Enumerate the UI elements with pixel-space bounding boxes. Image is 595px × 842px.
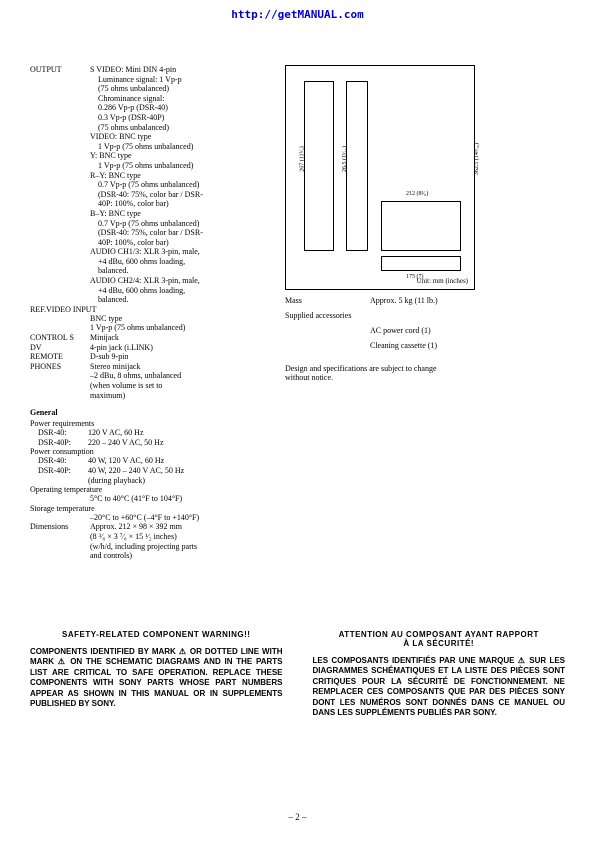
optemp-label: Operating temperature [30, 485, 280, 494]
pwrreq-label: Power requirements [30, 419, 280, 428]
by-title: B–Y: BNC type [90, 209, 280, 219]
svideo-chr4: (75 ohms unbalanced) [90, 123, 280, 133]
pwrcon-1l: DSR-40: [38, 456, 88, 466]
a24-1: +4 dBu, 600 ohms loading, [90, 286, 280, 296]
ry-1: 0.7 Vp-p (75 ohms unbalanced) [90, 180, 280, 190]
ry-title: R–Y: BNC type [90, 171, 280, 181]
diagram-top-view [381, 201, 461, 251]
phones-3: (when volume is set to [90, 381, 280, 391]
by-1: 0.7 Vp-p (75 ohms unbalanced) [90, 219, 280, 229]
disclaimer-1: Design and specifications are subject to… [285, 364, 520, 373]
a24-title: AUDIO CH2/4: XLR 3-pin, male, [90, 276, 280, 286]
phones-2: –2 dBu, 8 ohms, unbalanced [90, 371, 280, 381]
pwrcon-1v: 40 W, 120 V AC, 60 Hz [88, 456, 164, 466]
diagram-side-view [346, 81, 368, 251]
svideo-lum1: Luminance signal: 1 Vp-p [90, 75, 280, 85]
dim-h1: 212 (8³⁄₈) [406, 191, 428, 197]
svideo-chr3: 0.3 Vp-p (DSR-40P) [90, 113, 280, 123]
by-2: (DSR-40: 75%, color bar / DSR- [90, 228, 280, 238]
sttemp-label: Storage temperature [30, 504, 280, 513]
svideo-chr2: 0.286 Vp-p (DSR-40) [90, 103, 280, 113]
dim-4: and controls) [90, 551, 280, 561]
controls-label: CONTROL S [30, 333, 90, 343]
disclaimer-2: without notice. [285, 373, 520, 382]
dim-v2: 26.5 (1¹⁄₁₆) [342, 146, 348, 172]
refvid-label: REF.VIDEO INPUT [30, 305, 280, 314]
dv-label: DV [30, 343, 90, 353]
diagram-front-view [304, 81, 334, 251]
pwrreq-1l: DSR-40: [38, 428, 88, 438]
output-label: OUTPUT [30, 65, 90, 305]
dim-3: (w/h/d, including projecting parts [90, 542, 280, 552]
supplied-2: Cleaning cassette (1) [370, 341, 437, 350]
ry-2: (DSR-40: 75%, color bar / DSR- [90, 190, 280, 200]
a13-1: +4 dBu, 600 ohms loading, [90, 257, 280, 267]
warn-fr-body: LES COMPOSANTS IDENTIFIÉS PAR UNE MARQUE… [313, 656, 566, 718]
dimensions-diagram: 267 (11⁵⁄₈) 26.5 (1¹⁄₁₆) 362.5 (14⁵⁄₁₆) … [285, 65, 475, 290]
warnings-row: SAFETY-RELATED COMPONENT WARNING!! COMPO… [30, 630, 565, 718]
dim-v1: 267 (11⁵⁄₈) [300, 146, 306, 171]
specs-right-column: 267 (11⁵⁄₈) 26.5 (1¹⁄₁₆) 362.5 (14⁵⁄₁₆) … [285, 65, 520, 382]
header-url[interactable]: http://getMANUAL.com [0, 8, 595, 21]
pwrreq-1v: 120 V AC, 60 Hz [88, 428, 144, 438]
refvid-2: 1 Vp-p (75 ohms unbalanced) [90, 323, 280, 333]
remote-label: REMOTE [30, 352, 90, 362]
dv-val: 4-pin jack (i.LINK) [90, 343, 280, 353]
svideo-chr1: Chrominance signal: [90, 94, 280, 104]
remote-val: D-sub 9-pin [90, 352, 280, 362]
pwrreq-2v: 220 – 240 V AC, 50 Hz [88, 438, 164, 448]
by-3: 40P: 100%, color bar) [90, 238, 280, 248]
diagram-top2-view [381, 256, 461, 271]
warning-french: ATTENTION AU COMPOSANT AYANT RAPPORT À L… [313, 630, 566, 718]
refvid-1: BNC type [90, 314, 280, 324]
warn-fr-title1: ATTENTION AU COMPOSANT AYANT RAPPORT [313, 630, 566, 639]
y-1: 1 Vp-p (75 ohms unbalanced) [90, 161, 280, 171]
pwrcon-2v: 40 W, 220 – 240 V AC, 50 Hz [88, 466, 184, 476]
dim-2: (8 ³⁄₈ × 3 ⁷⁄₈ × 15 ¹⁄₂ inches) [90, 532, 280, 542]
pwrreq-2l: DSR-40P: [38, 438, 88, 448]
warning-english: SAFETY-RELATED COMPONENT WARNING!! COMPO… [30, 630, 283, 718]
optemp-1: 5°C to 40°C (41°F to 104°F) [90, 494, 280, 504]
general-header: General [30, 408, 280, 417]
phones-1: Stereo minijack [90, 362, 280, 372]
video-title: VIDEO: BNC type [90, 132, 280, 142]
specs-left-column: OUTPUT S VIDEO: Mini DIN 4-pin Luminance… [30, 65, 280, 561]
video-1: 1 Vp-p (75 ohms unbalanced) [90, 142, 280, 152]
mass-label: Mass [285, 296, 370, 305]
page-number: – 2 – [0, 812, 595, 822]
a24-2: balanced. [90, 295, 280, 305]
controls-val: Minijack [90, 333, 280, 343]
warn-fr-title2: À LA SÉCURITÉ! [313, 639, 566, 648]
phones-4: maximum) [90, 391, 280, 401]
dim-v3: 362.5 (14⁵⁄₁₆) [474, 143, 480, 175]
a13-2: balanced. [90, 266, 280, 276]
warn-en-body: COMPONENTS IDENTIFIED BY MARK ⚠ OR DOTTE… [30, 647, 283, 709]
svideo-title: S VIDEO: Mini DIN 4-pin [90, 65, 280, 75]
ry-3: 40P: 100%, color bar) [90, 199, 280, 209]
warn-en-title: SAFETY-RELATED COMPONENT WARNING!! [30, 630, 283, 639]
supplied-label: Supplied accessories [285, 311, 370, 320]
supplied-1: AC power cord (1) [370, 326, 431, 335]
dim-1: Approx. 212 × 98 × 392 mm [90, 522, 280, 532]
dim-label: Dimensions [30, 522, 90, 560]
y-title: Y: BNC type [90, 151, 280, 161]
pwrcon-2l: DSR-40P: [38, 466, 88, 476]
a13-title: AUDIO CH1/3: XLR 3-pin, male, [90, 247, 280, 257]
unit-label: Unit: mm (inches) [417, 277, 468, 285]
mass-val: Approx. 5 kg (11 lb.) [370, 296, 438, 305]
pwrcon-label: Power consumption [30, 447, 280, 456]
svideo-lum2: (75 ohms unbalanced) [90, 84, 280, 94]
pwrcon-3: (during playback) [88, 476, 145, 486]
phones-label: PHONES [30, 362, 90, 400]
sttemp-1: –20°C to +60°C (–4°F to +140°F) [90, 513, 280, 523]
